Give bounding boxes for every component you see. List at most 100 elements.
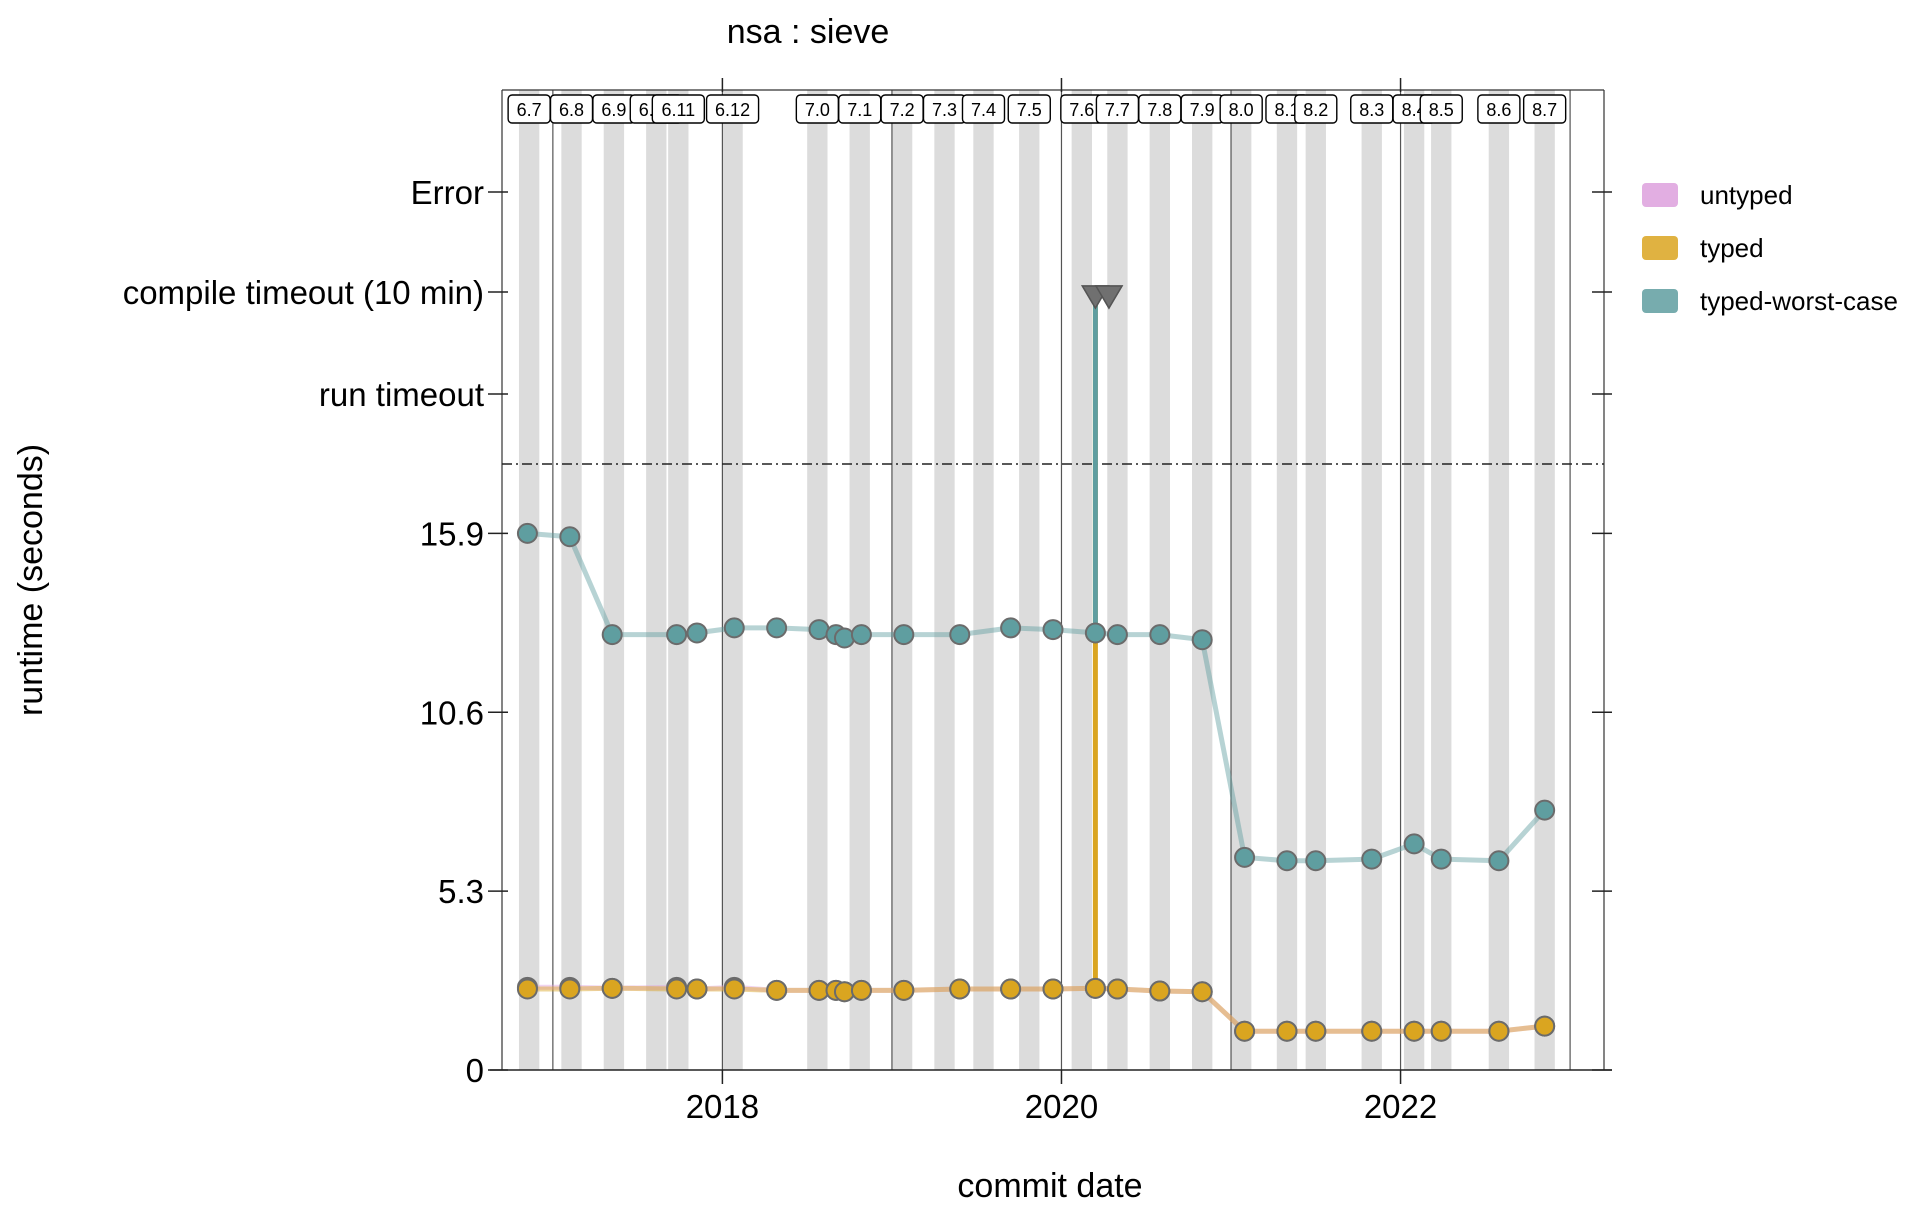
point-typed-26: [1534, 1015, 1556, 1037]
point-typed-worst-case-24: [1430, 848, 1452, 870]
point-typed-1: [559, 978, 581, 1000]
release-tag-7-4: [961, 94, 1006, 124]
release-label-8-6: 8.6: [1486, 100, 1511, 120]
point-typed-16: [1106, 978, 1128, 1000]
point-typed-worst-case-26: [1534, 799, 1556, 821]
point-typed-17: [1149, 980, 1171, 1002]
release-band-6-9: [603, 90, 625, 1070]
y-tick-label-run-timeout: run timeout: [319, 376, 484, 413]
point-typed-19: [1234, 1020, 1256, 1042]
release-label-8-0: 8.0: [1229, 100, 1254, 120]
x-axis-title: commit date: [957, 1167, 1142, 1205]
point-typed-worst-case-6: [766, 617, 788, 639]
point-typed-24: [1430, 1020, 1452, 1042]
release-label-6-9: 6.9: [601, 100, 626, 120]
point-typed-23: [1403, 1020, 1425, 1042]
point-typed-worst-case-4: [686, 622, 708, 644]
y-tick-label-compile-timeout-10-min: compile timeout (10 min): [123, 274, 484, 311]
y-axis-title: runtime (seconds): [12, 444, 50, 716]
point-typed-worst-case-18: [1191, 629, 1213, 651]
point-typed-22: [1361, 1020, 1383, 1042]
release-band-6-11: [668, 90, 689, 1070]
release-label-6-7: 6.7: [517, 100, 542, 120]
point-typed-13: [1000, 978, 1022, 1000]
timeout-spike-typed-worst-case: [1092, 289, 1109, 633]
release-band-7-1: [849, 90, 870, 1070]
point-typed-worst-case-3: [666, 624, 688, 646]
point-typed-worst-case-11: [893, 624, 915, 646]
release-label-7-7: 7.7: [1105, 100, 1130, 120]
point-typed-3: [666, 978, 688, 1000]
release-band-8-0: [1231, 90, 1252, 1070]
release-band-7-7: [1107, 90, 1128, 1070]
point-typed-worst-case-9: [833, 627, 855, 649]
point-typed-10: [850, 979, 872, 1001]
point-typed-18: [1191, 981, 1213, 1003]
point-typed-12: [949, 978, 971, 1000]
point-typed-worst-case-2: [601, 624, 623, 646]
release-label-7-4: 7.4: [971, 100, 996, 120]
x-tick-label-2022: 2022: [1364, 1088, 1437, 1125]
point-typed-worst-case-17: [1149, 624, 1171, 646]
chart-title: nsa : sieve: [727, 13, 890, 51]
release-band-6-12: [722, 90, 743, 1070]
point-typed-2: [601, 977, 623, 999]
legend-swatch-untyped: [1642, 183, 1678, 207]
point-typed-worst-case-25: [1488, 850, 1510, 872]
release-band-7-6: [1071, 90, 1092, 1070]
x-tick-label-2020: 2020: [1025, 1088, 1098, 1125]
release-label-8-3: 8.3: [1359, 100, 1384, 120]
release-band-7-9: [1192, 90, 1213, 1070]
point-typed-4: [686, 978, 708, 1000]
point-typed-14: [1042, 978, 1064, 1000]
release-band-7-4: [973, 90, 994, 1070]
point-typed-worst-case-5: [723, 617, 745, 639]
timeout-marker-typed-worst-case-1: [1094, 285, 1124, 310]
x-axis: 2018 2020 2022: [490, 78, 1612, 1125]
release-band-6-10: [646, 90, 667, 1070]
release-label-8-5: 8.5: [1429, 100, 1454, 120]
point-typed-5: [723, 978, 745, 1000]
release-band-7-2: [891, 90, 913, 1070]
release-label-8-7: 8.7: [1532, 100, 1557, 120]
release-label-7-5: 7.5: [1017, 100, 1042, 120]
release-label-7-0: 7.0: [805, 100, 830, 120]
release-tag-8-7: [1522, 94, 1567, 124]
release-band-7-8: [1149, 90, 1170, 1070]
release-band-6-7: [518, 90, 540, 1070]
point-typed-worst-case-22: [1361, 848, 1383, 870]
release-tag-8-0: [1219, 94, 1263, 124]
legend-label-typed: typed: [1700, 233, 1764, 263]
release-band-7-0: [807, 90, 828, 1070]
y-axis: 0 5.3 10.6 15.9 run timeout compile timeout (…: [123, 174, 1612, 1089]
release-tag-8-6: [1477, 94, 1521, 124]
y-tick-label-15-9: 15.9: [420, 515, 484, 552]
point-typed-6: [766, 979, 788, 1001]
release-band-8-6: [1488, 90, 1510, 1070]
release-band-8-2: [1305, 90, 1326, 1070]
release-band-6-8: [561, 90, 582, 1070]
point-typed-11: [893, 979, 915, 1001]
release-label-7-3: 7.3: [932, 100, 957, 120]
release-bands: [518, 90, 1555, 1070]
point-typed-worst-case-23: [1403, 833, 1425, 855]
release-band-8-7: [1534, 90, 1555, 1070]
release-tag-6-11: [651, 94, 706, 124]
release-label-7-9: 7.9: [1190, 100, 1215, 120]
year-lines: [552, 90, 1571, 1070]
point-typed-worst-case-0: [516, 522, 538, 544]
release-band-8-4: [1403, 90, 1425, 1070]
release-label-8-1: 8.1: [1274, 100, 1299, 120]
y-tick-label-5-3: 5.3: [438, 873, 484, 910]
y-tick-label-0: 0: [466, 1052, 484, 1089]
y-tick-label-error: Error: [411, 174, 484, 211]
point-typed-worst-case-10: [850, 624, 872, 646]
release-band-8-3: [1361, 90, 1382, 1070]
release-label-6-11: 6.11: [661, 100, 695, 120]
point-typed-15: [1084, 977, 1106, 999]
point-typed-worst-case-19: [1234, 846, 1256, 868]
legend-swatch-typed: [1642, 236, 1678, 260]
release-band-7-5: [1019, 90, 1040, 1070]
point-typed-worst-case-21: [1305, 850, 1327, 872]
point-typed-worst-case-15: [1084, 622, 1106, 644]
